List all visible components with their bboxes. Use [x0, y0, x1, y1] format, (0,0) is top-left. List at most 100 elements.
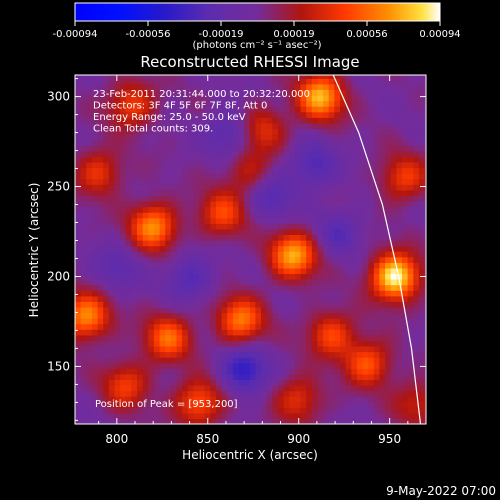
heatmap-cell [294, 340, 302, 347]
heatmap-cell [193, 178, 200, 185]
heatmap-cell [340, 83, 347, 90]
heatmap-cell [311, 396, 318, 403]
heatmap-cell [103, 78, 110, 85]
heatmap-cell [187, 178, 194, 185]
heatmap-cell [323, 134, 330, 141]
heatmap-cell [91, 122, 99, 130]
heatmap-cell [390, 100, 397, 107]
heatmap-cell [345, 279, 352, 286]
heatmap-cell [80, 390, 87, 397]
heatmap-cell [120, 206, 127, 213]
heatmap-cell [294, 106, 302, 113]
heatmap-cell [340, 234, 347, 241]
heatmap-cell [255, 256, 262, 263]
heatmap-cell [227, 223, 234, 230]
heatmap-cell [249, 78, 256, 85]
heatmap-cell [199, 351, 206, 358]
heatmap-cell [210, 145, 217, 152]
heatmap-cell [227, 262, 234, 269]
heatmap-cell [396, 240, 403, 247]
heatmap-cell [187, 240, 194, 247]
heatmap-cell [345, 139, 352, 146]
heatmap-cell [97, 273, 104, 280]
heatmap-cell [334, 134, 341, 141]
heatmap-cell [323, 122, 330, 130]
heatmap-cell [199, 323, 206, 330]
heatmap-cell [103, 290, 110, 297]
heatmap-cell [345, 284, 352, 291]
heatmap-cell [182, 145, 189, 152]
heatmap-cell [323, 234, 330, 241]
heatmap-cell [80, 240, 87, 247]
heatmap-cell [413, 357, 420, 364]
heatmap-cell [385, 150, 392, 157]
heatmap-cell [97, 128, 104, 135]
heatmap-cell [148, 150, 155, 157]
heatmap-cell [317, 306, 324, 314]
heatmap-cell [91, 273, 99, 280]
heatmap-cell [165, 295, 172, 302]
heatmap-cell [424, 195, 426, 202]
heatmap-cell [204, 145, 211, 152]
heatmap-cell [362, 318, 369, 325]
heatmap-cell [385, 122, 392, 130]
heatmap-cell [379, 167, 386, 174]
heatmap-cell [424, 100, 426, 107]
heatmap-cell [311, 75, 318, 79]
heatmap-cell [413, 75, 420, 79]
heatmap-cell [215, 267, 223, 274]
heatmap-cell [328, 240, 335, 247]
heatmap-cell [86, 284, 93, 291]
heatmap-cell [418, 145, 426, 152]
heatmap-cell [402, 217, 409, 224]
heatmap-cell [159, 301, 166, 308]
heatmap-cell [283, 256, 290, 263]
heatmap-cell [238, 106, 245, 113]
heatmap-cell [373, 223, 380, 230]
heatmap-cell [86, 223, 93, 230]
heatmap-cell [125, 323, 132, 330]
heatmap-cell [215, 245, 223, 252]
heatmap-cell [120, 161, 127, 169]
heatmap-cell [165, 323, 172, 330]
heatmap-cell [103, 256, 110, 263]
heatmap-cell [97, 95, 104, 102]
heatmap-cell [317, 340, 324, 347]
heatmap-cell [159, 117, 166, 124]
heatmap-cell [323, 379, 330, 386]
heatmap-cell [373, 245, 380, 252]
heatmap-cell [407, 128, 414, 135]
heatmap-cell [165, 134, 172, 141]
heatmap-cell [328, 134, 335, 141]
heatmap-cell [328, 407, 335, 414]
heatmap-cell [137, 212, 144, 219]
heatmap-cell [255, 178, 262, 185]
heatmap-cell [402, 228, 409, 235]
heatmap-cell [413, 100, 420, 107]
heatmap-cell [131, 312, 138, 319]
heatmap-cell [266, 385, 273, 392]
heatmap-cell [80, 189, 87, 196]
heatmap-cell [86, 323, 93, 330]
heatmap-cell [390, 212, 397, 219]
heatmap-cell [131, 379, 138, 386]
heatmap-cell [204, 206, 211, 213]
heatmap-cell [311, 234, 318, 241]
heatmap-cell [97, 245, 104, 252]
heatmap-cell [283, 212, 290, 219]
heatmap-cell [227, 279, 234, 286]
heatmap-cell [137, 206, 144, 213]
heatmap-cell [317, 407, 324, 414]
heatmap-cell [385, 390, 392, 397]
heatmap-cell [232, 200, 240, 208]
heatmap-cell [227, 329, 234, 336]
heatmap-cell [182, 217, 189, 224]
heatmap-cell [340, 379, 347, 386]
heatmap-cell [210, 401, 217, 408]
heatmap-cell [323, 251, 330, 258]
heatmap-cell [289, 106, 296, 113]
heatmap-cell [221, 100, 228, 107]
heatmap-cell [238, 251, 245, 258]
heatmap-cell [244, 195, 251, 202]
heatmap-cell [266, 312, 273, 319]
